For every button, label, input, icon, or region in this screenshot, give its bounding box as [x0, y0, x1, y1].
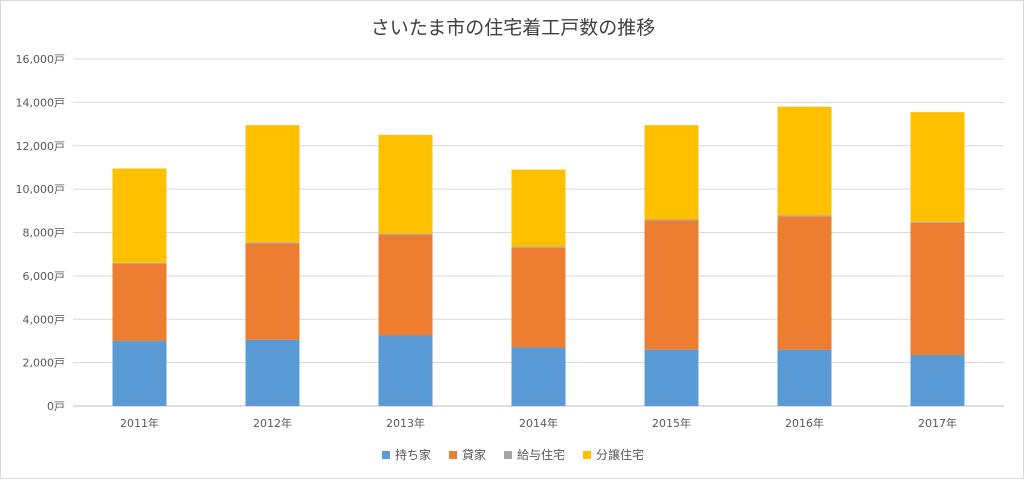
- bar-segment: [245, 339, 300, 406]
- legend-swatch: [448, 450, 457, 459]
- legend-item: 給与住宅: [504, 446, 565, 463]
- bar-segment: [777, 106, 832, 216]
- x-axis-ticks: 2011年 2012年 2013年 2014年 2015年 2016年 2017年: [120, 416, 957, 430]
- legend-item: 持ち家: [381, 446, 431, 463]
- bar-segment: [511, 247, 566, 348]
- bar-segment: [511, 169, 566, 247]
- bar-segment: [378, 335, 433, 406]
- y-tick-label: 2,000戸: [23, 357, 66, 370]
- bar-segment: [511, 246, 566, 248]
- bar-segment: [644, 349, 699, 406]
- x-tick-label: 2013年: [386, 416, 425, 430]
- y-tick-label: 6,000戸: [23, 270, 66, 283]
- x-tick-label: 2011年: [120, 416, 159, 430]
- y-tick-label: 12,000戸: [16, 140, 66, 153]
- legend-label: 分譲住宅: [596, 448, 645, 462]
- bar-segment: [777, 215, 832, 217]
- bar-segment: [245, 243, 300, 340]
- bar-segment: [644, 125, 699, 220]
- x-tick-label: 2014年: [519, 416, 558, 430]
- legend: 持ち家 貸家 給与住宅 分譲住宅: [1, 446, 1024, 463]
- bar-segment: [112, 168, 167, 263]
- y-axis-ticks: 0戸 2,000戸 4,000戸 6,000戸 8,000戸 10,000戸 12,000戸…: [16, 53, 66, 413]
- y-tick-label: 16,000戸: [16, 53, 66, 66]
- legend-swatch: [381, 450, 390, 459]
- bar-segment: [777, 349, 832, 406]
- bar-segment: [245, 242, 300, 244]
- y-tick-label: 10,000戸: [16, 183, 66, 196]
- bar-segment: [910, 112, 965, 222]
- bar-segment: [112, 262, 167, 264]
- y-tick-label: 14,000戸: [16, 96, 66, 109]
- x-tick-label: 2016年: [785, 416, 824, 430]
- bar-segment: [910, 355, 965, 406]
- legend-label: 持ち家: [394, 448, 431, 462]
- y-tick-label: 0戸: [47, 400, 65, 413]
- legend-swatch: [583, 450, 592, 459]
- x-tick-label: 2015年: [652, 416, 691, 430]
- x-tick-label: 2017年: [918, 416, 957, 430]
- bar-segment: [910, 222, 965, 356]
- bar-segment: [777, 216, 832, 350]
- bar-segment: [910, 221, 965, 223]
- legend-label: 貸家: [461, 448, 486, 462]
- bar-segment: [112, 340, 167, 406]
- legend-item: 分譲住宅: [583, 446, 644, 463]
- y-tick-label: 8,000戸: [23, 227, 66, 240]
- bars: [112, 106, 965, 406]
- y-tick-label: 4,000戸: [23, 313, 66, 326]
- bar-segment: [245, 125, 300, 243]
- bar-segment: [378, 233, 433, 235]
- bar-segment: [378, 134, 433, 234]
- bar-segment: [112, 263, 167, 341]
- x-tick-label: 2012年: [253, 416, 292, 430]
- bar-segment: [511, 347, 566, 406]
- bar-segment: [378, 234, 433, 336]
- chart-title: さいたま市の住宅着工戸数の推移: [370, 17, 656, 39]
- legend-label: 給与住宅: [517, 448, 566, 462]
- legend-item: 貸家: [448, 446, 486, 463]
- bar-segment: [644, 220, 699, 350]
- bar-segment: [644, 219, 699, 221]
- legend-swatch: [504, 450, 512, 459]
